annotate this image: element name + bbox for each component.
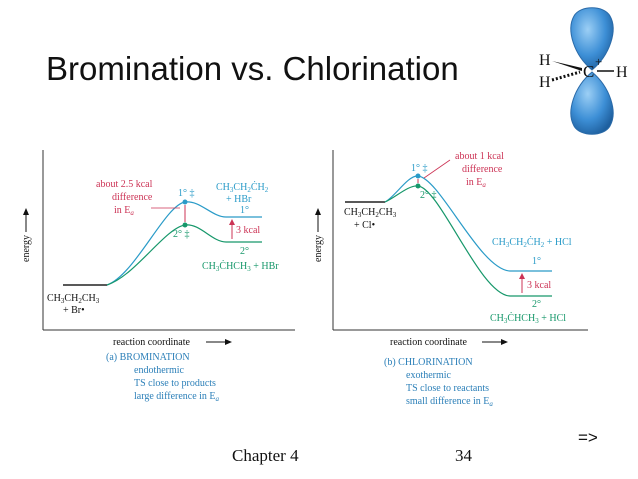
molecule-h-right: H xyxy=(616,64,628,81)
bromination-ts-secondary-dot xyxy=(182,222,188,228)
molecule-carbon: C xyxy=(583,62,594,81)
bromination-product-secondary: CH3ĊHCH3 + HBr xyxy=(202,260,279,273)
molecule-h-bottom: H xyxy=(539,74,551,91)
bromination-gap-arrowhead xyxy=(229,219,235,225)
chlorination-x-axis-label: reaction coordinate xyxy=(390,337,467,348)
chlorination-label-primary: 1° xyxy=(532,256,541,267)
bromination-caption-line3: large difference in Ea xyxy=(134,391,220,403)
chlorination-product-secondary: CH3ĊHCH3 + HCl xyxy=(490,312,566,325)
bromination-reactant-line1: CH3CH2CH3 xyxy=(47,293,100,305)
chlorination-secondary-curve xyxy=(384,185,552,297)
bromination-caption-line2: TS close to products xyxy=(134,378,216,389)
chlorination-primary-curve xyxy=(384,175,552,272)
p-orbital-top-lobe xyxy=(570,7,614,71)
hash-bond xyxy=(551,70,581,82)
bromination-x-arrowhead xyxy=(225,339,232,345)
bromination-gap-label: 3 kcal xyxy=(236,225,260,236)
slide-title: Bromination vs. Chlorination xyxy=(46,50,459,87)
chlorination-reactant-line1: CH3CH2CH3 xyxy=(344,207,397,219)
chlorination-x-arrowhead xyxy=(501,339,508,345)
chlorination-caption-line2: TS close to reactants xyxy=(406,383,489,394)
chlorination-ts-primary-label: 1° ‡ xyxy=(411,163,428,174)
chlorination-product-primary: CH3CH2ĊH2 + HCl xyxy=(492,236,572,249)
chlorination-reactant-line2: + Cl• xyxy=(354,220,375,231)
bromination-reactant-line2: + Br• xyxy=(63,305,85,316)
bromination-annotation-line3: in Ea xyxy=(114,205,134,217)
chlorination-ts-secondary-dot xyxy=(415,183,421,189)
chlorination-gap-label: 3 kcal xyxy=(527,280,551,291)
chlorination-caption-line3: small difference in Ea xyxy=(406,396,493,408)
chlorination-ts-secondary-label: 2° ‡ xyxy=(420,190,437,201)
chlorination-annotation-line2: difference xyxy=(462,164,503,175)
carbocation-molecule: H H C + H xyxy=(539,7,628,135)
chlorination-gap-arrowhead xyxy=(519,273,525,279)
bromination-primary-curve xyxy=(106,201,262,286)
next-slide-arrow[interactable]: => xyxy=(578,428,598,447)
chlorination-label-secondary: 2° xyxy=(532,299,541,310)
chlorination-diagram: energy CH3CH2CH3 + Cl• 1° ‡ 2° ‡ about 1… xyxy=(313,150,588,408)
molecule-charge: + xyxy=(595,54,602,69)
bromination-x-axis-label: reaction coordinate xyxy=(113,337,190,348)
chlorination-annotation-pointer xyxy=(423,159,451,179)
chlorination-y-axis-label: energy xyxy=(313,235,324,262)
chlorination-ts-primary-dot xyxy=(415,173,421,179)
molecule-h-top: H xyxy=(539,52,551,69)
wedge-bond xyxy=(552,61,582,71)
chlorination-caption-line1: exothermic xyxy=(406,370,452,381)
bromination-annotation-line1: about 2.5 kcal xyxy=(96,179,153,190)
bromination-product-primary-line2: + HBr xyxy=(226,194,252,205)
bromination-ts-primary-dot xyxy=(182,199,188,205)
bromination-caption-title: (a) BROMINATION xyxy=(106,352,190,363)
bromination-y-arrowhead xyxy=(23,208,29,215)
p-orbital-bottom-lobe xyxy=(570,71,614,135)
bromination-caption-line1: endothermic xyxy=(134,365,185,376)
bromination-product-primary-line1: CH3CH2ĊH2 xyxy=(216,181,269,194)
footer-chapter: Chapter 4 xyxy=(232,446,299,465)
footer-page-number: 34 xyxy=(455,446,472,465)
chlorination-annotation-line3: in Ea xyxy=(466,177,486,189)
bromination-label-primary: 1° xyxy=(240,205,249,216)
chlorination-caption-title: (b) CHLORINATION xyxy=(384,357,473,368)
bromination-ts-secondary-label: 2° ‡ xyxy=(173,229,190,240)
bromination-ts-primary-label: 1° ‡ xyxy=(178,188,195,199)
bromination-diagram: energy CH3CH2CH3 + Br• about 2.5 kcal di… xyxy=(21,150,295,403)
chlorination-y-arrowhead xyxy=(315,208,321,215)
bromination-y-axis-label: energy xyxy=(21,235,32,262)
bromination-annotation-line2: difference xyxy=(112,192,153,203)
bromination-label-secondary: 2° xyxy=(240,246,249,257)
chlorination-annotation-line1: about 1 kcal xyxy=(455,151,504,162)
